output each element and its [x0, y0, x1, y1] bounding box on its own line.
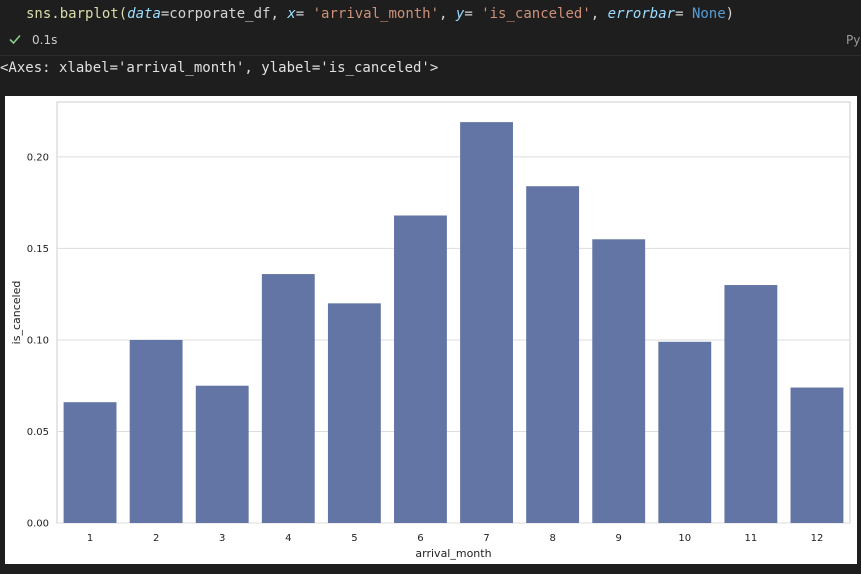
- x-tick-label: 4: [285, 533, 291, 544]
- x-tick-label: 7: [483, 533, 489, 544]
- y-tick-label: 0.10: [27, 335, 49, 346]
- output-repr: <Axes: xlabel='arrival_month', ylabel='i…: [0, 60, 439, 76]
- bar: [63, 402, 117, 523]
- execution-time: 0.1s: [32, 33, 58, 47]
- code-string-y: 'is_canceled': [481, 6, 591, 22]
- x-tick-label: 9: [616, 533, 622, 544]
- x-tick-label: 2: [153, 533, 159, 544]
- x-tick-label: 12: [811, 533, 824, 544]
- y-tick-label: 0.05: [27, 427, 49, 438]
- x-tick-label: 6: [417, 533, 423, 544]
- bar: [790, 387, 844, 523]
- y-tick-label: 0.00: [27, 519, 49, 530]
- x-tick-label: 1: [87, 533, 93, 544]
- bar: [460, 122, 513, 524]
- y-tick-label: 0.20: [27, 152, 49, 163]
- x-tick-label: 3: [219, 533, 225, 544]
- x-axis-label: arrival_month: [415, 547, 491, 560]
- check-icon: [9, 34, 21, 45]
- bar: [658, 341, 712, 523]
- plot-area: [56, 101, 851, 524]
- bar: [526, 186, 580, 523]
- code-comma-2: ,: [439, 6, 456, 22]
- code-line[interactable]: sns.barplot(data=corporate_df, x= 'arriv…: [26, 6, 734, 22]
- code-eq-x: =: [295, 6, 313, 22]
- code-comma-3: ,: [590, 6, 608, 22]
- code-param-y: y: [455, 6, 465, 22]
- code-string-x: 'arrival_month': [312, 6, 440, 22]
- kernel-language[interactable]: Py: [846, 33, 861, 47]
- bar: [592, 239, 646, 524]
- x-tick-label: 5: [351, 533, 357, 544]
- y-tick-label: 0.15: [27, 244, 49, 255]
- bar: [129, 339, 183, 523]
- bar: [724, 285, 778, 523]
- x-tick-label: 11: [745, 533, 758, 544]
- bar: [261, 274, 315, 523]
- x-tick-label: 10: [678, 533, 691, 544]
- code-eq-y: =: [464, 6, 482, 22]
- code-close-paren: ): [725, 6, 735, 22]
- bar-chart: 0.000.050.100.150.201 2 3 4 5 6 7 8 9 10 11 12arriv…: [10, 101, 851, 560]
- code-eq-errorbar: =: [675, 6, 692, 22]
- code-arg-data: =corporate_df,: [160, 6, 288, 22]
- bar: [195, 385, 249, 523]
- code-keyword-none: None: [691, 6, 726, 22]
- figure: 0.00 0.05 0.10 0.15 0.20 1 2 3 4 5 6 7 8 9 10 11 12 arriv…: [5, 96, 857, 564]
- code-function: sns.barplot(: [26, 6, 128, 22]
- x-tick-label: 8: [549, 533, 555, 544]
- code-param-errorbar: errorbar: [607, 6, 676, 22]
- code-cell[interactable]: sns.barplot(data=corporate_df, x= 'arriv…: [0, 0, 861, 56]
- code-param-data: data: [127, 6, 161, 22]
- bar: [327, 303, 381, 523]
- code-param-x: x: [287, 6, 296, 22]
- y-axis-label: is_canceled: [10, 281, 23, 345]
- bar: [394, 215, 447, 524]
- execution-status-row: 0.1s Py: [0, 30, 861, 52]
